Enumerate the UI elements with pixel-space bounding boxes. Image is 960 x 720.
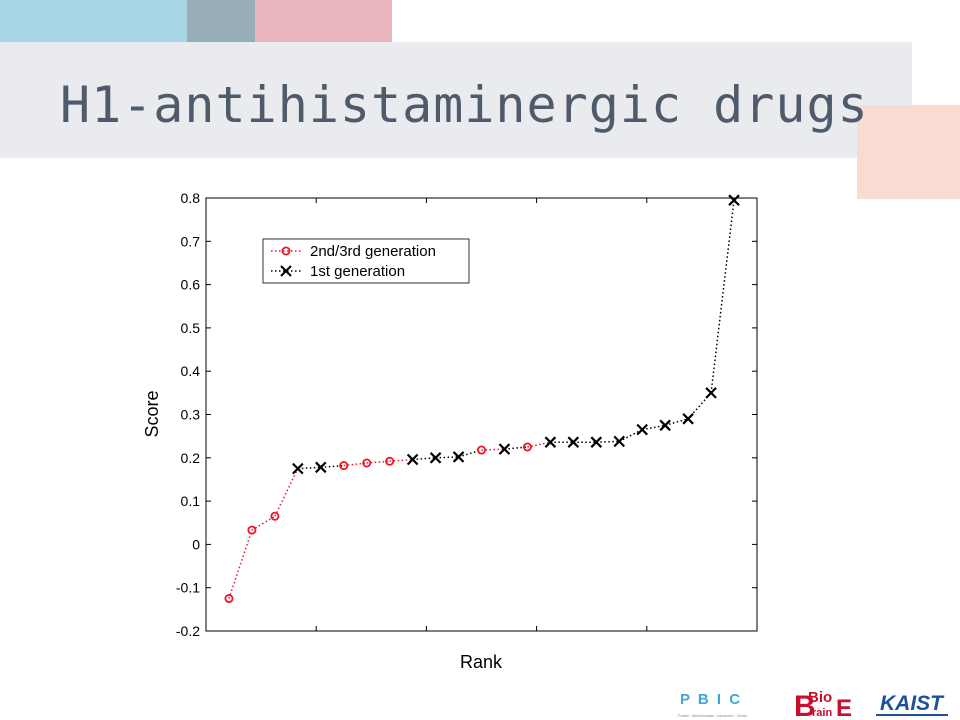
legend-label-1st: 1st generation [310, 263, 405, 280]
point-2nd3rd-generation [339, 461, 349, 471]
y-tick-label: 0.1 [181, 493, 201, 509]
slide-title: H1-antihistaminergic drugs [60, 76, 869, 134]
point-1st-generation [705, 387, 717, 399]
point-2nd3rd-generation [522, 442, 532, 452]
biobrain-letter-b: B [794, 690, 816, 720]
y-tick-label: 0.8 [181, 190, 201, 206]
legend-box [262, 238, 470, 284]
point-1st-generation [636, 423, 648, 436]
point-1st-generation [659, 419, 671, 432]
y-tick-label: 0.4 [181, 363, 201, 379]
point-2nd3rd-generation [224, 594, 234, 604]
legend-marker-2nd3rd [281, 246, 291, 256]
point-1st-generation [498, 443, 511, 455]
y-tick-label: 0.6 [181, 277, 201, 293]
biobrain-letter-e: E [836, 695, 852, 720]
series-markers [224, 194, 740, 604]
y-tick-label: 0 [192, 536, 200, 552]
point-2nd3rd-generation [247, 525, 257, 535]
point-1st-generation [315, 461, 327, 474]
point-1st-generation [452, 451, 465, 463]
y-tick-label: -0.1 [176, 580, 200, 596]
point-1st-generation [429, 452, 442, 464]
series-line-segment [618, 428, 643, 443]
kaist-logo: KAIST [876, 692, 948, 716]
y-tick-label: 0.2 [181, 450, 201, 466]
legend-marker-1st [280, 265, 292, 277]
point-2nd3rd-generation [270, 511, 280, 521]
point-1st-generation [682, 413, 694, 425]
point-1st-generation [728, 194, 740, 206]
biobrain-logo: B Bio rain E [794, 689, 852, 720]
series-line-segment [274, 468, 299, 517]
title-band [0, 42, 912, 158]
point-2nd3rd-generation [385, 456, 395, 466]
series-line-segment [710, 200, 735, 393]
y-axis-label: Score [142, 390, 162, 437]
y-tick-label: 0.7 [181, 233, 201, 249]
y-tick-label: 0.5 [181, 320, 201, 336]
point-1st-generation [567, 436, 580, 448]
legend: 2nd/3rd generation 1st generation [262, 238, 470, 284]
footer-logos: P B I C Protein · Bioinformatics · Inter… [678, 689, 948, 720]
biobrain-bio: Bio [808, 689, 832, 706]
y-tick-label: 0.3 [181, 407, 201, 423]
pbic-logo: P B I C Protein · Bioinformatics · Inter… [678, 691, 748, 718]
point-1st-generation [544, 436, 557, 448]
point-1st-generation [613, 435, 626, 448]
point-1st-generation [292, 462, 304, 475]
y-axis-ticks: 0.8 0.7 0.6 0.5 0.4 0.3 0.2 0.1 0 -0.1 -0.2 [176, 190, 757, 639]
x-axis-ticks [315, 198, 648, 631]
biobrain-rain: rain [812, 707, 832, 719]
pbic-logo-text: P B I C [680, 691, 742, 708]
pbic-logo-caption: Protein · Bioinformatics · Interaction ·… [678, 714, 748, 718]
point-2nd3rd-generation [476, 445, 486, 455]
x-axis-label: Rank [460, 652, 503, 672]
y-tick-label: -0.2 [176, 623, 200, 639]
series-line-segment [228, 529, 253, 599]
point-2nd3rd-generation [362, 458, 372, 468]
header-block-peach [857, 105, 960, 199]
kaist-logo-text: KAIST [880, 692, 945, 715]
point-1st-generation [406, 453, 419, 466]
point-1st-generation [590, 436, 603, 448]
legend-label-2nd3rd: 2nd/3rd generation [310, 243, 436, 260]
